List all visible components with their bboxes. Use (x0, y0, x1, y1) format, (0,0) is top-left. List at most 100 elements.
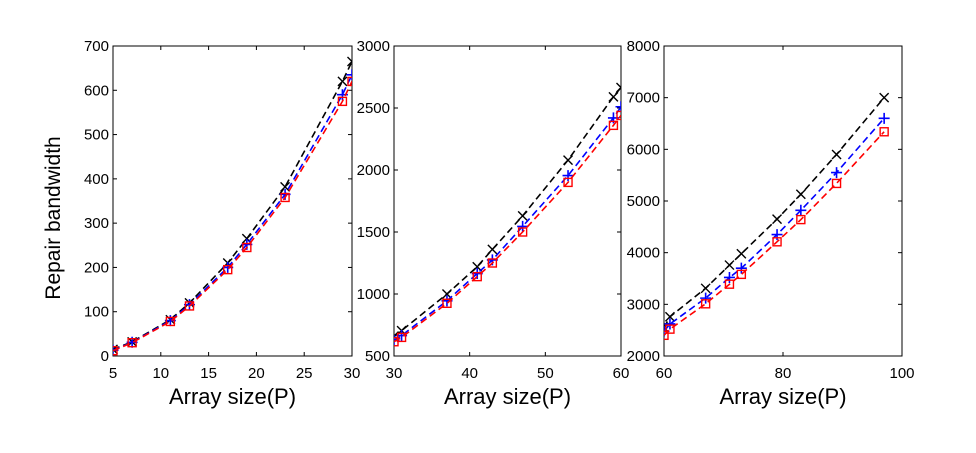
data-point-plus-marker (735, 262, 747, 274)
data-point-square-marker (736, 269, 747, 280)
y-tick-label: 500 (365, 348, 390, 365)
y-tick-label: 0 (101, 348, 109, 365)
y-tick-label: 400 (84, 171, 109, 188)
x-tick-label: 5 (109, 365, 117, 382)
y-tick-label: 200 (84, 259, 109, 276)
data-point-x-marker (795, 189, 806, 200)
x-tick-label: 40 (461, 365, 478, 382)
data-point-x-marker (772, 214, 783, 225)
x-axis-label: Array size(P) (169, 384, 296, 409)
data-point-square-marker (700, 299, 711, 309)
y-tick-label: 500 (84, 127, 109, 144)
y-tick-label: 100 (84, 304, 109, 321)
data-point-x-marker (337, 76, 348, 87)
data-point-square-marker (665, 324, 675, 334)
data-point-square-marker (831, 178, 842, 189)
series-line (664, 97, 885, 328)
y-tick-label: 300 (84, 215, 109, 232)
data-point-x-marker (700, 283, 711, 294)
x-tick-label: 60 (613, 365, 630, 382)
data-point-square-marker (165, 316, 176, 327)
x-tick-label: 15 (200, 365, 217, 382)
x-tick-label: 10 (152, 365, 169, 382)
data-point-square-marker (563, 177, 573, 188)
data-point-plus-marker (878, 112, 890, 124)
data-point-square-marker (223, 264, 233, 275)
data-point-square-marker (772, 237, 782, 247)
data-point-plus-marker (562, 170, 574, 182)
data-point-square-marker (616, 110, 621, 121)
data-point-x-marker (487, 244, 498, 255)
data-point-square-marker (347, 76, 352, 87)
y-tick-label: 3000 (627, 296, 660, 313)
plot-area-frame (112, 45, 353, 357)
data-point-plus-marker (664, 318, 676, 330)
plot-area-frame (663, 45, 903, 357)
panel-3: 60 80 100 2000 3000 4000 5000 6000 7000 8000 Array… (627, 38, 915, 409)
y-tick-label: 5000 (627, 193, 660, 210)
y-tick-label: 6000 (627, 141, 660, 158)
data-point-x-marker (517, 210, 528, 221)
y-tick-label: 1500 (357, 224, 390, 241)
series-2 (664, 112, 890, 337)
x-tick-label: 20 (248, 365, 265, 382)
x-axis-label: Array size(P) (719, 384, 846, 409)
data-point-square-marker (113, 345, 118, 356)
x-tick-label: 60 (656, 365, 673, 382)
y-tick-label: 1000 (357, 286, 390, 303)
data-point-x-marker (441, 289, 452, 299)
data-point-square-marker (396, 332, 407, 343)
series-line (664, 131, 885, 336)
series-3 (664, 127, 889, 341)
series-3 (113, 76, 352, 356)
y-tick-label: 600 (84, 82, 109, 99)
series-line (113, 81, 352, 352)
data-point-x-marker (736, 248, 747, 259)
y-tick-label: 2000 (627, 348, 660, 365)
data-point-x-marker (563, 155, 574, 166)
data-point-square-marker (879, 127, 889, 137)
x-tick-label: 30 (344, 365, 361, 382)
x-tick-label: 30 (386, 365, 403, 382)
x-tick-label: 50 (537, 365, 554, 382)
data-point-plus-marker (346, 69, 352, 81)
data-point-plus-marker (615, 101, 621, 113)
data-point-x-marker (347, 56, 352, 67)
series-1 (394, 82, 621, 342)
data-point-square-marker (442, 298, 452, 308)
data-point-square-marker (724, 279, 735, 289)
y-tick-label: 2000 (357, 162, 390, 179)
data-point-plus-marker (795, 204, 807, 216)
data-point-plus-marker (517, 220, 529, 232)
x-tick-label: 100 (889, 365, 914, 382)
x-axis-label: Array size(P) (444, 384, 571, 409)
data-point-x-marker (831, 149, 842, 160)
data-point-x-marker (879, 92, 890, 103)
series-3 (394, 110, 621, 347)
data-point-square-marker (608, 120, 619, 131)
data-point-square-marker (796, 214, 806, 225)
y-tick-label: 7000 (627, 90, 660, 107)
plot-area-frame (393, 45, 622, 357)
data-point-x-marker (724, 260, 735, 271)
data-point-x-marker (616, 82, 621, 93)
data-point-square-marker (487, 258, 498, 268)
panel-2: 30 40 50 60 500 1000 1500 2000 2500 3000 Array siz… (357, 38, 630, 409)
series-line (394, 114, 621, 343)
data-point-x-marker (608, 91, 619, 102)
data-point-square-marker (664, 330, 669, 341)
x-tick-label: 80 (775, 365, 792, 382)
y-tick-label: 700 (84, 38, 109, 55)
data-point-square-marker (472, 271, 482, 282)
data-point-x-marker (664, 311, 675, 322)
data-point-x-marker (280, 181, 291, 192)
y-tick-label: 3000 (357, 38, 390, 55)
data-point-square-marker (517, 227, 528, 237)
y-axis-label: Repair bandwidth (42, 136, 65, 299)
data-point-square-marker (337, 96, 348, 107)
data-point-plus-marker (723, 271, 735, 283)
y-tick-label: 4000 (627, 245, 660, 262)
